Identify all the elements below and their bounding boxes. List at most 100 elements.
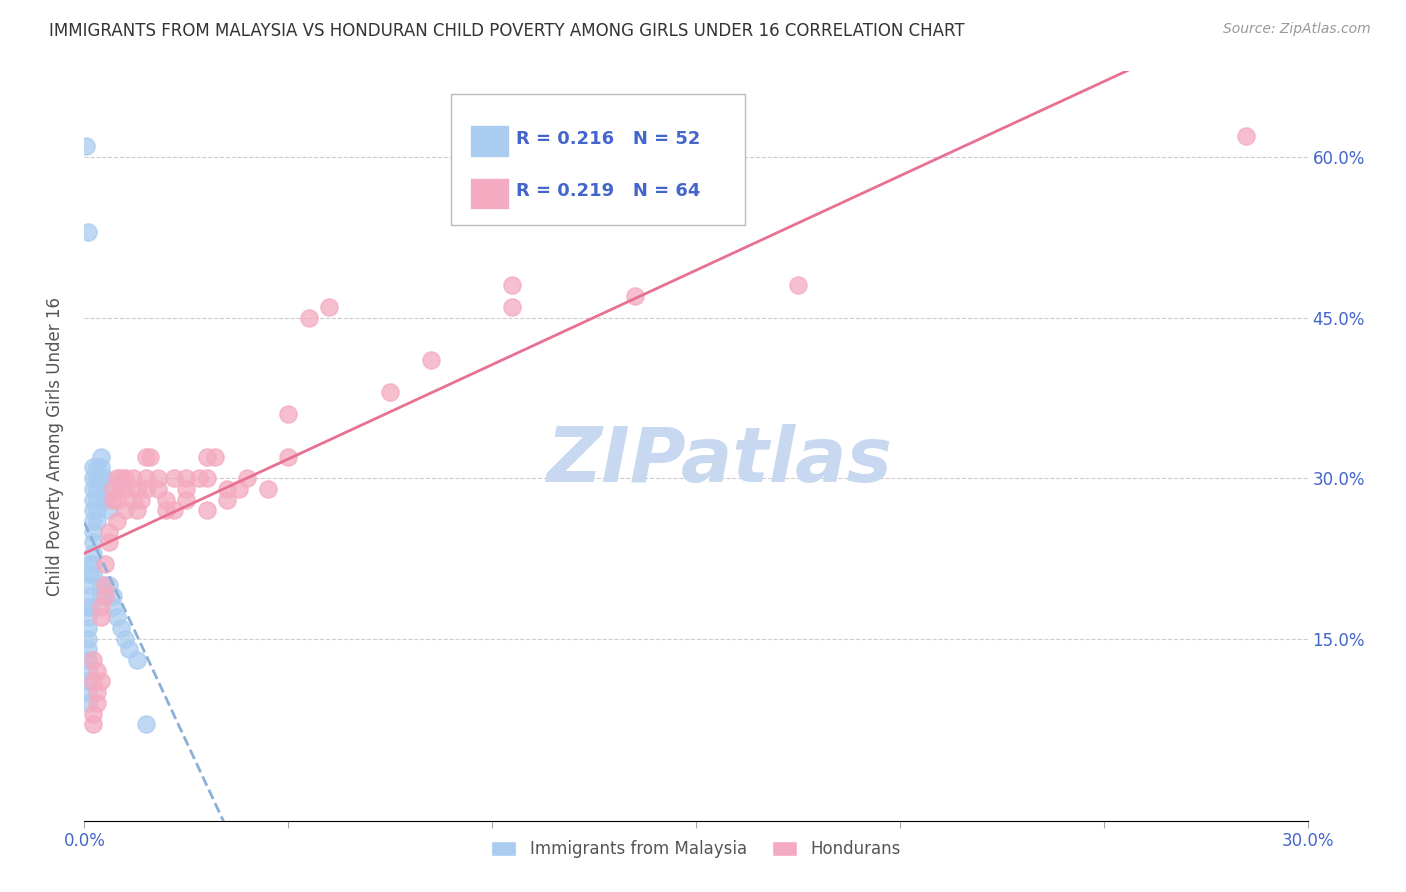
Point [110,471,132,485]
Point [195,450,218,464]
Point [86,696,108,710]
Point [217,482,239,496]
Point [105,492,128,507]
Point [114,471,136,485]
Point [77,599,100,614]
Point [146,482,169,496]
Point [77,685,100,699]
Point [90,589,112,603]
Point [77,642,100,657]
Point [79,567,101,582]
Point [318,300,340,314]
Point [97,535,120,549]
Point [82,674,104,689]
Point [105,471,128,485]
Point [217,492,239,507]
Point [97,503,120,517]
Point [787,278,810,293]
Point [77,696,100,710]
Point [105,514,128,528]
Point [236,471,259,485]
Point [77,632,100,646]
Point [420,353,443,368]
Point [502,278,524,293]
Point [135,717,157,731]
Point [86,471,108,485]
Point [174,471,197,485]
Point [82,535,104,549]
Point [122,471,145,485]
Point [114,632,136,646]
Point [174,492,197,507]
Point [90,674,112,689]
Point [101,482,124,496]
Text: Source: ZipAtlas.com: Source: ZipAtlas.com [1223,22,1371,37]
Point [86,482,108,496]
FancyBboxPatch shape [451,94,745,225]
Text: ZIPatlas: ZIPatlas [547,424,893,498]
Point [155,492,177,507]
Point [380,385,402,400]
Point [90,450,112,464]
Point [82,492,104,507]
Text: IMMIGRANTS FROM MALAYSIA VS HONDURAN CHILD POVERTY AMONG GIRLS UNDER 16 CORRELAT: IMMIGRANTS FROM MALAYSIA VS HONDURAN CHI… [49,22,965,40]
Point [86,492,108,507]
Point [97,524,120,539]
Point [163,471,186,485]
Point [277,407,299,421]
Point [82,471,104,485]
Point [163,503,186,517]
Point [79,599,101,614]
Point [93,492,115,507]
Point [277,450,299,464]
Point [82,706,104,721]
Point [1236,128,1258,143]
Point [86,460,108,475]
Point [127,482,149,496]
Point [79,589,101,603]
Point [86,664,108,678]
Point [138,450,160,464]
Point [110,621,132,635]
Point [82,567,104,582]
Point [82,546,104,560]
Point [86,685,108,699]
Point [204,450,226,464]
Point [228,482,250,496]
Point [79,557,101,571]
Point [174,482,197,496]
Point [93,557,115,571]
Point [86,514,108,528]
Y-axis label: Child Poverty Among Girls Under 16: Child Poverty Among Girls Under 16 [45,296,63,596]
Point [298,310,321,325]
Point [101,492,124,507]
Point [97,578,120,592]
Point [93,578,115,592]
Point [75,139,97,153]
FancyBboxPatch shape [470,125,509,157]
Point [90,599,112,614]
Point [101,599,124,614]
Point [82,460,104,475]
FancyBboxPatch shape [470,178,509,210]
Point [135,471,157,485]
Text: R = 0.219   N = 64: R = 0.219 N = 64 [516,182,700,200]
Point [77,653,100,667]
Point [77,674,100,689]
Point [110,482,132,496]
Point [135,482,157,496]
Legend: Immigrants from Malaysia, Hondurans: Immigrants from Malaysia, Hondurans [485,833,907,864]
Point [77,621,100,635]
Point [82,557,104,571]
Point [82,524,104,539]
Point [195,503,218,517]
Point [114,482,136,496]
Point [93,482,115,496]
Point [77,225,100,239]
Point [82,717,104,731]
Point [77,610,100,624]
Point [146,471,169,485]
Point [82,482,104,496]
Point [502,300,524,314]
Point [135,450,157,464]
